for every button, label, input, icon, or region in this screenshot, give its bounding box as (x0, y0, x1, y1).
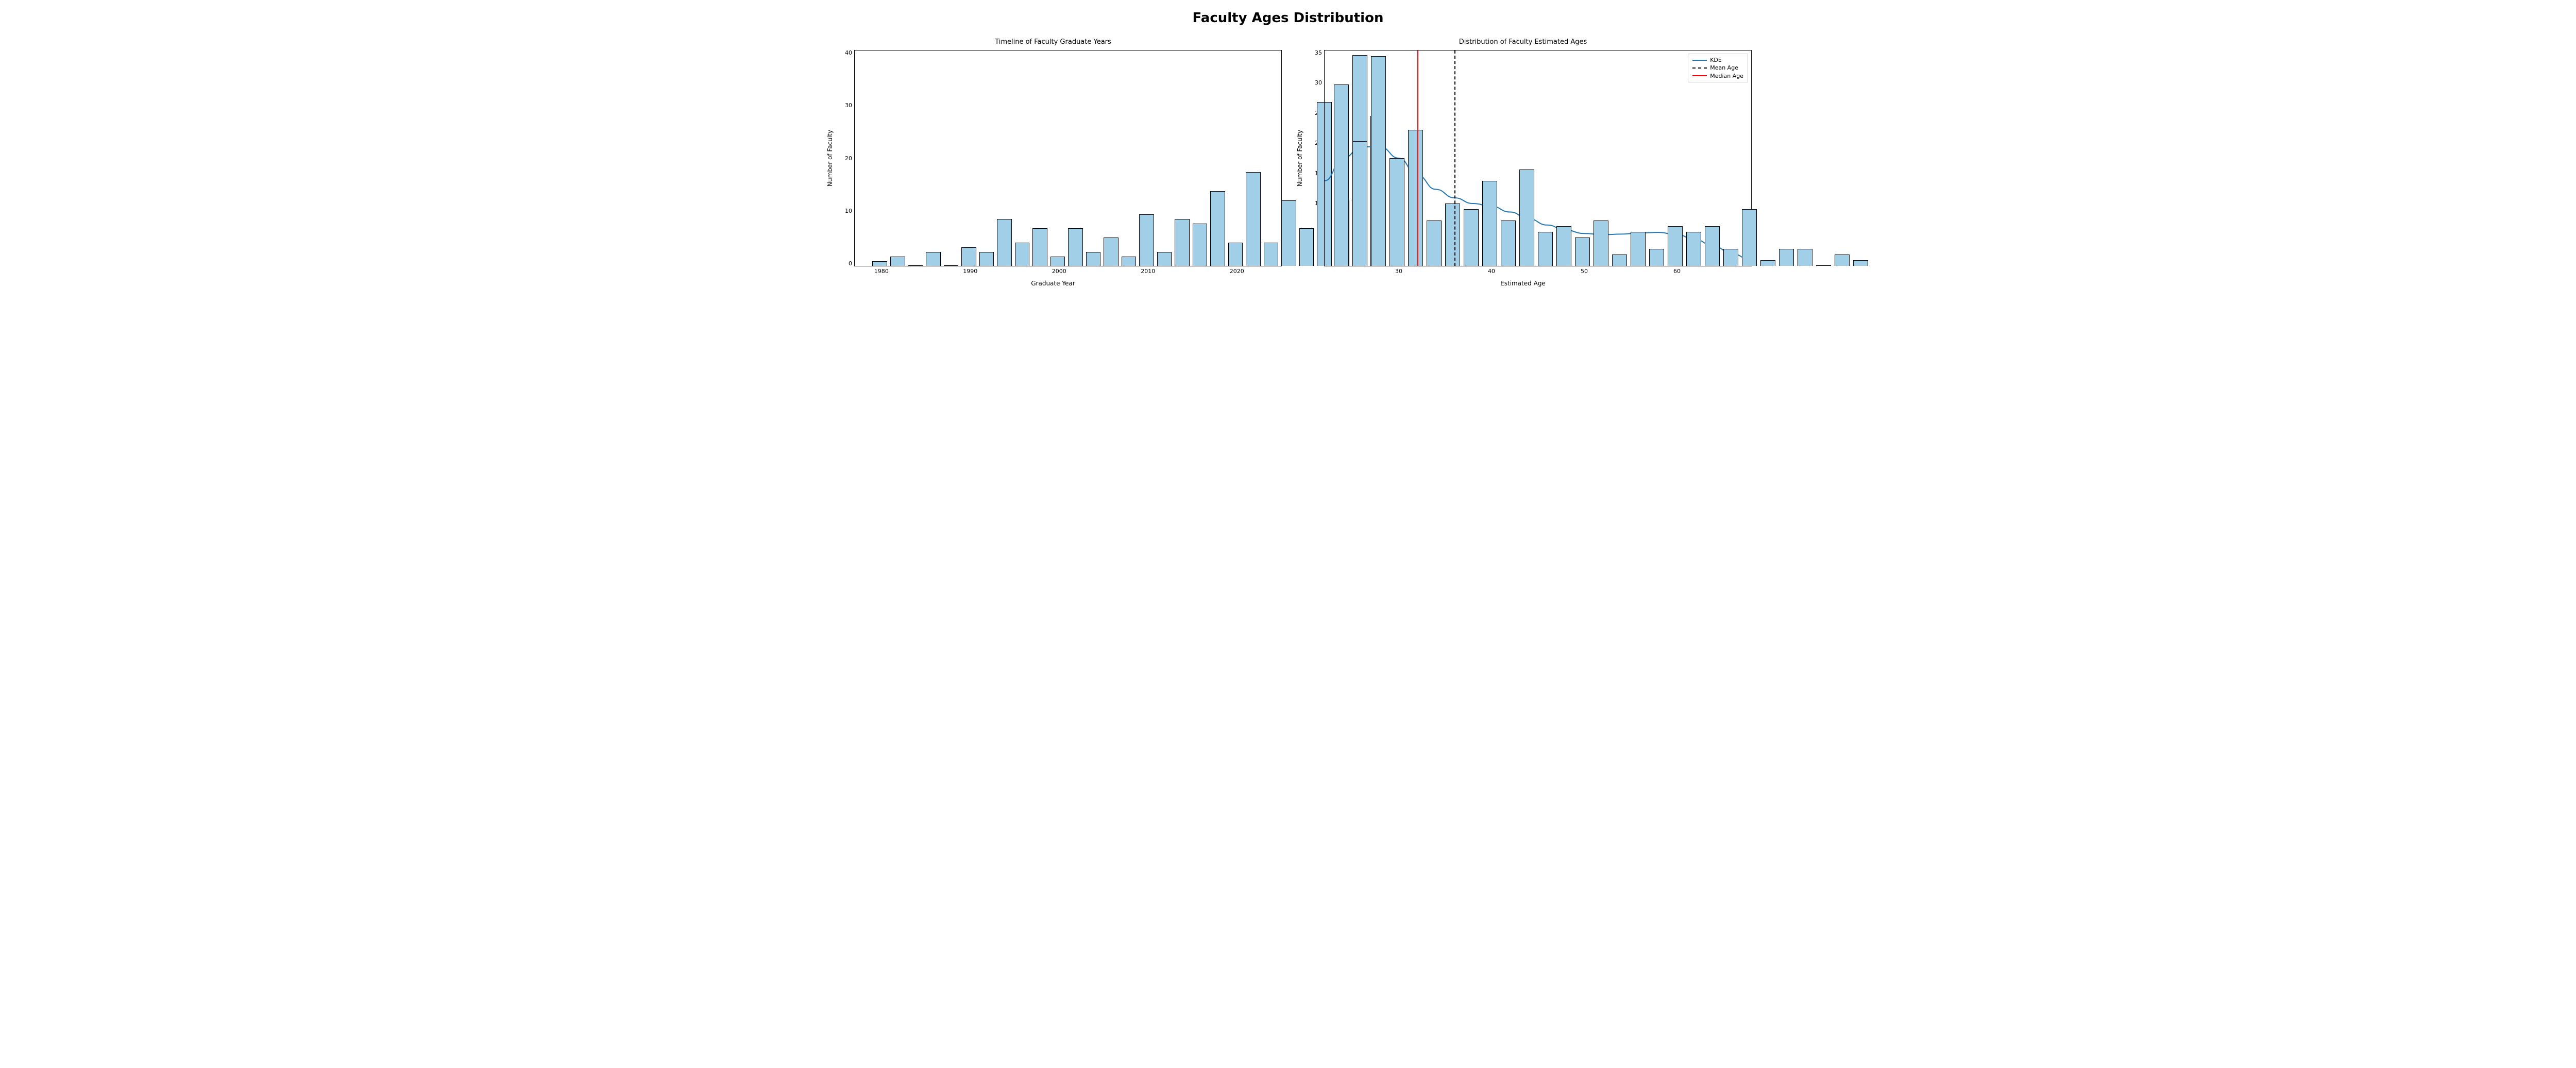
histogram-bar (1760, 260, 1775, 266)
histogram-bar (1389, 158, 1404, 266)
ytick-label: 10 (845, 208, 852, 214)
histogram-bar (1853, 260, 1868, 266)
histogram-bar (1427, 221, 1442, 266)
left-xlabel: Graduate Year (824, 280, 1282, 287)
histogram-bar (1104, 238, 1118, 266)
histogram-bar (1519, 169, 1534, 266)
histogram-bar (1015, 243, 1030, 266)
ytick-label: 40 (845, 50, 852, 56)
histogram-bar (1086, 252, 1101, 266)
histogram-bar (944, 265, 959, 266)
histogram-bar (1228, 243, 1243, 266)
histogram-bar (1612, 255, 1627, 266)
histogram-bar (1835, 255, 1850, 266)
histogram-bar (1139, 214, 1154, 266)
right-plot-area: KDEMean AgeMedian Age 30405060 (1324, 50, 1752, 266)
left-ylabel: Number of Faculty (826, 130, 834, 187)
left-yticks: 40 30 20 10 0 (836, 50, 854, 266)
histogram-bar (1464, 209, 1479, 266)
histogram-bar (1299, 228, 1314, 266)
histogram-bar (1798, 249, 1812, 266)
ytick-label: 35 (1315, 50, 1322, 56)
legend-swatch (1692, 75, 1707, 76)
legend-entry: KDE (1692, 56, 1743, 64)
ytick-label: 20 (845, 156, 852, 161)
histogram-bar (1068, 228, 1083, 266)
histogram-bar (1816, 265, 1831, 266)
histogram-bar (961, 247, 976, 266)
histogram-bar (1594, 221, 1608, 266)
xtick-label: 60 (1673, 268, 1681, 275)
histogram-bar (1281, 200, 1296, 266)
histogram-bar (926, 252, 941, 266)
legend: KDEMean AgeMedian Age (1688, 54, 1748, 82)
histogram-bar (1649, 249, 1664, 266)
histogram-bar (1556, 226, 1571, 266)
histogram-bar (1631, 232, 1646, 266)
histogram-bar (1408, 130, 1423, 266)
histogram-bar (1501, 221, 1516, 266)
left-xticks: 1980 1990 2000 2010 2020 (855, 268, 1281, 277)
histogram-bar (1482, 181, 1497, 266)
histogram-bar (1264, 243, 1279, 266)
histogram-bar (979, 252, 994, 266)
right-xlabel: Estimated Age (1294, 280, 1752, 287)
histogram-bar (1705, 226, 1720, 266)
histogram-bar (1686, 232, 1701, 266)
histogram-bar (1742, 209, 1757, 266)
ytick-label: 30 (1315, 80, 1322, 86)
panels-row: Timeline of Faculty Graduate Years Numbe… (824, 38, 1752, 287)
left-axes-title: Timeline of Faculty Graduate Years (824, 38, 1282, 46)
legend-swatch (1692, 67, 1707, 69)
histogram-bar (1050, 257, 1065, 266)
ytick-label: 30 (845, 103, 852, 108)
histogram-bar (872, 261, 887, 266)
legend-label: Median Age (1710, 72, 1743, 80)
left-plot-area: 19801990200020102020 (854, 50, 1282, 266)
histogram-bar (1538, 232, 1553, 266)
figure: Faculty Ages Distribution Timeline of Fa… (824, 10, 1752, 287)
histogram-bar (1723, 249, 1738, 266)
xtick-label: 2020 (1230, 268, 1244, 275)
histogram-bar (1371, 56, 1386, 266)
histogram-bar (1352, 141, 1367, 266)
right-xticks: 30 40 50 60 (1325, 268, 1751, 277)
histogram-bar (1032, 228, 1047, 266)
right-panel: Distribution of Faculty Estimated Ages N… (1294, 38, 1752, 287)
xtick-label: 2000 (1052, 268, 1066, 275)
xtick-label: 1980 (874, 268, 889, 275)
histogram-bar (1334, 84, 1349, 266)
histogram-bar (1175, 219, 1190, 266)
histogram-bar (1445, 204, 1460, 266)
histogram-bar (908, 265, 923, 266)
xtick-label: 1990 (963, 268, 977, 275)
xtick-label: 40 (1488, 268, 1495, 275)
ytick-label: 0 (849, 261, 852, 266)
xtick-label: 2010 (1141, 268, 1155, 275)
histogram-bar (1246, 172, 1261, 266)
histogram-bar (1122, 257, 1137, 266)
figure-suptitle: Faculty Ages Distribution (824, 10, 1752, 26)
histogram-bar (1575, 238, 1590, 266)
histogram-bar (1210, 191, 1225, 266)
mean-line (1454, 50, 1455, 266)
histogram-bar (1157, 252, 1172, 266)
legend-label: Mean Age (1710, 64, 1738, 72)
median-line (1417, 50, 1418, 266)
xtick-label: 50 (1581, 268, 1588, 275)
right-ylabel: Number of Faculty (1296, 130, 1303, 187)
xtick-label: 30 (1395, 268, 1402, 275)
legend-swatch (1692, 60, 1707, 61)
histogram-bar (1779, 249, 1794, 266)
histogram-bar (997, 219, 1012, 266)
histogram-bar (1668, 226, 1683, 266)
histogram-bar (890, 257, 905, 266)
legend-label: KDE (1710, 56, 1722, 64)
legend-entry: Median Age (1692, 72, 1743, 80)
left-panel: Timeline of Faculty Graduate Years Numbe… (824, 38, 1282, 287)
right-axes-title: Distribution of Faculty Estimated Ages (1294, 38, 1752, 46)
legend-entry: Mean Age (1692, 64, 1743, 72)
histogram-bar (1193, 224, 1208, 266)
